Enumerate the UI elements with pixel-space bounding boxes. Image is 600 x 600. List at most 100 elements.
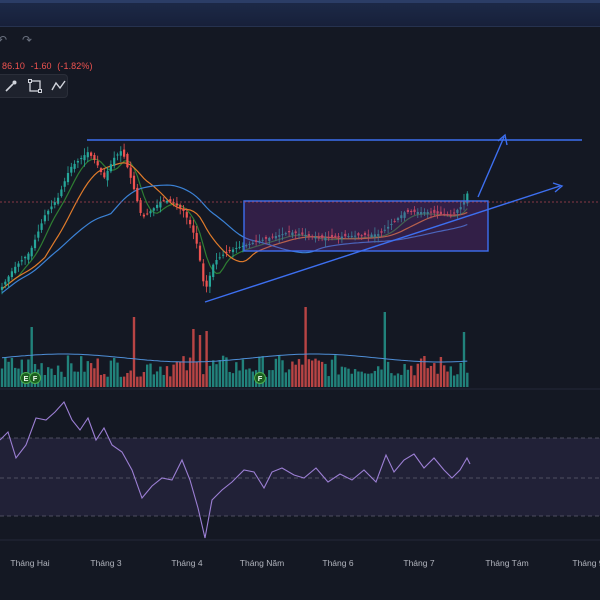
candle-body — [123, 149, 126, 157]
volume-bar — [278, 355, 281, 387]
candle-body — [172, 202, 175, 204]
candle-body — [30, 247, 33, 257]
rising-support-trendline — [204, 185, 561, 303]
volume-bar — [149, 363, 152, 387]
candle-body — [443, 213, 446, 215]
candle-body — [268, 237, 271, 241]
volume-bar — [7, 361, 10, 387]
price-info: 86.10 -1.60 (-1.82%) — [2, 61, 96, 71]
volume-bar — [17, 368, 20, 387]
volume-bar — [10, 357, 14, 387]
candle-body — [311, 236, 314, 238]
volume-bar — [205, 331, 208, 387]
candle-body — [248, 243, 251, 245]
candle-body — [449, 215, 452, 217]
volume-bar — [231, 373, 235, 387]
x-axis-label: Tháng 9 — [572, 558, 600, 568]
volume-bar — [96, 358, 99, 387]
volume-bar — [462, 332, 466, 387]
volume-bar — [347, 368, 350, 387]
candle-body — [83, 155, 86, 161]
volume-bar — [393, 375, 396, 387]
consolidation-rectangle — [243, 200, 489, 252]
volume-bar — [162, 374, 165, 387]
brush-icon[interactable] — [3, 78, 19, 94]
volume-bar — [390, 373, 393, 387]
volume-bar — [142, 372, 146, 387]
candle-body — [297, 233, 301, 235]
volume-bar — [380, 369, 383, 387]
volume-bar — [0, 368, 4, 387]
volume-bar — [360, 371, 363, 387]
price-change-pct: (-1.82%) — [57, 61, 93, 71]
candle-body — [86, 152, 89, 158]
volume-bar — [245, 369, 248, 387]
candle-body — [462, 200, 466, 205]
volume-bar — [439, 356, 443, 387]
volume-bar — [188, 357, 192, 387]
volume-bar — [50, 368, 53, 387]
volume-bar — [419, 358, 423, 387]
candle-body — [291, 232, 294, 236]
volume-bar — [433, 363, 436, 387]
rectangle-icon[interactable] — [27, 78, 43, 94]
candle-body — [169, 199, 172, 202]
volume-bar — [20, 359, 23, 387]
volume-bar — [129, 370, 132, 387]
volume-bar — [212, 360, 215, 387]
candle-body — [27, 253, 30, 260]
candle-body — [205, 280, 208, 287]
volume-bar — [446, 371, 449, 387]
last-price: 86.10 — [2, 61, 26, 71]
candle-body — [175, 203, 178, 206]
candle-body — [4, 281, 7, 285]
candle-body — [245, 244, 248, 247]
volume-bar — [116, 362, 119, 387]
candle-body — [456, 209, 459, 213]
volume-bar — [301, 364, 304, 387]
candle-body — [370, 234, 373, 238]
volume-bar — [456, 374, 459, 387]
projection-arrow — [477, 136, 505, 198]
candle-body — [420, 212, 423, 215]
candle-body — [139, 200, 142, 213]
candle-body — [80, 158, 83, 160]
volume-bar — [152, 374, 155, 387]
candle-body — [367, 234, 370, 236]
volume-bar — [406, 369, 410, 387]
volume-bar — [373, 370, 377, 387]
volume-bar — [241, 359, 245, 387]
volume-bar — [367, 373, 370, 387]
candle-body — [416, 212, 419, 214]
undo-icon[interactable]: ↶ — [0, 33, 8, 47]
volume-bar — [93, 368, 96, 387]
candle-body — [459, 207, 462, 210]
volume-bar — [30, 327, 33, 387]
volume-bar — [314, 358, 317, 387]
volume-bar — [63, 376, 66, 387]
candle-body — [307, 234, 310, 236]
event-marker: F — [254, 372, 266, 384]
volume-bar — [172, 364, 175, 387]
volume-bar — [452, 375, 456, 387]
candle-body — [251, 242, 254, 244]
redo-icon[interactable]: ↷ — [22, 33, 33, 47]
candle-body — [347, 236, 350, 238]
x-axis-label: Tháng Năm — [240, 558, 284, 568]
candle-body — [255, 240, 258, 242]
candle-body — [195, 232, 198, 244]
candle-body — [436, 211, 439, 214]
candle-body — [400, 215, 403, 219]
candle-body — [53, 202, 56, 205]
candle-body — [354, 235, 357, 237]
path-icon[interactable] — [51, 78, 67, 94]
volume-bar — [66, 355, 70, 387]
candle-body — [304, 235, 307, 237]
candle-body — [429, 211, 433, 213]
candle-body — [132, 175, 136, 190]
top-header-bar — [0, 0, 600, 27]
candle-body — [261, 239, 264, 241]
volume-bar — [410, 365, 413, 387]
candle-body — [126, 153, 129, 168]
